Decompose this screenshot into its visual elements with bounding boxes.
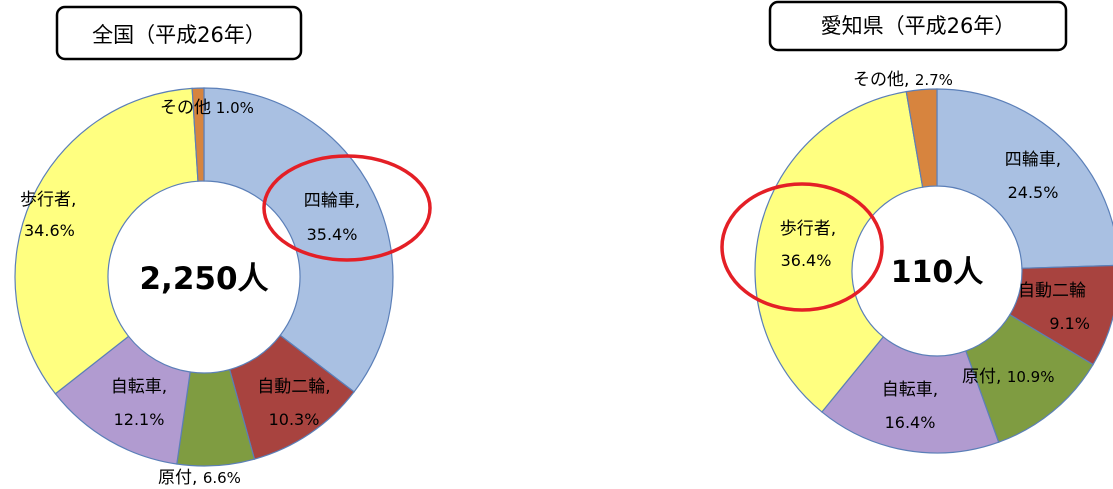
slice-label-aichi-自動二輪: 自動二輪 <box>1018 281 1086 301</box>
slice-label-national-その他: その他 1.0% <box>160 98 254 118</box>
slice-label-aichi-四輪車: 四輪車, <box>1005 150 1061 170</box>
slice-label-national-四輪車: 四輪車, <box>304 191 360 211</box>
donut-slice-national-その他 <box>191 87 205 182</box>
slice-label-aichi-自転車: 自転車, <box>882 380 938 400</box>
title-box-national <box>55 5 303 61</box>
slices-aichi <box>754 88 1113 454</box>
slice-value-aichi-自動二輪: 9.1% <box>1049 314 1090 333</box>
chart-national: 全国（平成26年） 2,250人 四輪車, 35.4% 自動二輪, 10.3% … <box>14 5 432 488</box>
title-box-aichi <box>768 0 1068 52</box>
slice-value-aichi-歩行者: 36.4% <box>781 251 832 270</box>
donut-slice-aichi-自転車 <box>821 335 1000 454</box>
slice-value-national-歩行者: 34.6% <box>24 221 75 240</box>
slice-value-aichi-四輪車: 24.5% <box>1008 183 1059 202</box>
donut-slice-aichi-歩行者 <box>754 90 924 413</box>
donut-slice-aichi-その他 <box>905 88 938 188</box>
slice-label-national-自動二輪: 自動二輪, <box>257 377 330 397</box>
center-label-national: 2,250人 <box>139 261 268 297</box>
donut-slice-national-歩行者 <box>14 87 199 395</box>
slice-label-national-自転車: 自転車, <box>111 377 167 397</box>
donut-slice-national-四輪車 <box>203 87 394 393</box>
highlight-ellipse-national <box>262 154 432 262</box>
slice-label-national-歩行者: 歩行者, <box>20 190 76 210</box>
donut-slice-aichi-四輪車 <box>936 88 1113 269</box>
title-national: 全国（平成26年） <box>92 23 266 47</box>
slice-value-aichi-自転車: 16.4% <box>885 413 936 432</box>
slice-label-aichi-その他: その他, 2.7% <box>853 70 953 90</box>
center-label-aichi: 110人 <box>891 255 984 290</box>
slices-national <box>14 87 394 467</box>
slice-label-aichi-歩行者: 歩行者, <box>780 219 836 239</box>
slice-value-national-自動二輪: 10.3% <box>269 410 320 429</box>
slice-label-national-原付: 原付, 6.6% <box>158 468 241 488</box>
highlight-ellipse-aichi <box>720 182 884 312</box>
chart-aichi: 愛知県（平成26年） 110人 四輪車, 24.5% 自動二輪 9.1% 原付,… <box>720 0 1113 454</box>
slice-value-national-自転車: 12.1% <box>114 410 165 429</box>
slice-value-national-四輪車: 35.4% <box>307 225 358 244</box>
title-aichi: 愛知県（平成26年） <box>821 14 1016 38</box>
slice-label-aichi-原付: 原付, 10.9% <box>962 367 1054 387</box>
